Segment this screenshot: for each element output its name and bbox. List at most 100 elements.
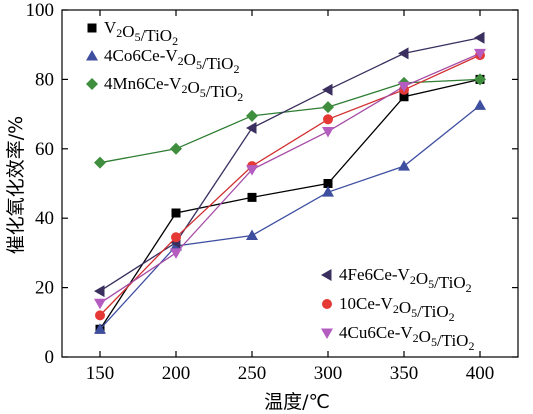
data-point bbox=[246, 121, 257, 134]
axes: 150 200 250 300 350 400 0 20 40 60 80 100 bbox=[26, 0, 519, 384]
legend-entry: V2O5/TiO2 bbox=[87, 18, 178, 48]
y-tick-label: 60 bbox=[35, 139, 54, 160]
legend-marker bbox=[321, 328, 333, 339]
series-3 bbox=[94, 31, 485, 298]
legend-entry: 4Mn6Ce-V2O5/TiO2 bbox=[86, 74, 243, 104]
plot-frame bbox=[61, 9, 519, 358]
x-tick-label: 350 bbox=[390, 363, 419, 384]
data-point bbox=[474, 48, 486, 60]
y-axis-title: 催化氧化效率/% bbox=[5, 116, 27, 254]
data-point bbox=[474, 31, 485, 44]
x-tick-label: 200 bbox=[162, 363, 191, 384]
legend-label-part: V bbox=[104, 18, 117, 37]
legend-label: 4Mn6Ce-V2O5/TiO2 bbox=[104, 74, 243, 104]
data-point bbox=[246, 229, 258, 241]
legend-label-part: 2 bbox=[237, 90, 243, 104]
legend: V2O5/TiO24Co6Ce-V2O5/TiO24Mn6Ce-V2O5/TiO… bbox=[86, 18, 474, 353]
legend-label-part: 5 bbox=[428, 277, 434, 291]
data-point bbox=[246, 165, 258, 176]
x-axis-title: 温度/℃ bbox=[264, 391, 330, 413]
legend-label-part: /TiO bbox=[141, 26, 173, 45]
series-line bbox=[99, 104, 481, 330]
legend-label-part: O bbox=[122, 22, 134, 41]
data-point bbox=[94, 323, 106, 334]
data-point bbox=[322, 83, 333, 96]
data-point bbox=[246, 109, 258, 122]
data-point bbox=[171, 232, 181, 243]
legend-entry: 4Cu6Ce-V2O5/TiO2 bbox=[321, 323, 474, 353]
legend-label-part: O bbox=[187, 78, 199, 97]
legend-entry: 4Co6Ce-V2O5/TiO2 bbox=[86, 46, 239, 76]
legend-marker bbox=[87, 23, 97, 33]
data-point bbox=[398, 81, 410, 93]
legend-label-part: O bbox=[419, 327, 431, 346]
data-point bbox=[398, 160, 410, 171]
series-2 bbox=[94, 73, 486, 169]
data-point bbox=[171, 208, 181, 218]
legend-label-part: 2 bbox=[181, 82, 187, 96]
x-tick-label: 250 bbox=[238, 363, 267, 384]
legend-entry: 4Fe6Ce-V2O5/TiO2 bbox=[321, 265, 472, 295]
legend-label-part: 2 bbox=[410, 273, 416, 287]
legend-label-part: /TiO bbox=[202, 54, 234, 73]
legend-label-part: 5 bbox=[431, 335, 437, 349]
x-tick-label: 300 bbox=[314, 363, 343, 384]
legend-marker bbox=[321, 269, 332, 281]
legend-label-part: 4Co6Ce-V bbox=[104, 46, 178, 65]
series-line bbox=[99, 78, 481, 164]
legend-marker bbox=[86, 78, 98, 90]
x-tick-label: 400 bbox=[466, 363, 495, 384]
data-point bbox=[323, 179, 333, 188]
data-point bbox=[322, 126, 334, 138]
legend-label-part: 2 bbox=[413, 331, 419, 345]
y-tick-label: 20 bbox=[35, 278, 54, 299]
legend-label-part: 2 bbox=[233, 62, 239, 76]
legend-label-part: 5 bbox=[200, 86, 206, 100]
legend-label-part: 4Mn6Ce-V bbox=[104, 74, 182, 93]
legend-entry: 10Ce-V2O5/TiO2 bbox=[322, 294, 455, 324]
data-point bbox=[94, 285, 105, 298]
legend-label-part: 2 bbox=[172, 34, 178, 48]
data-point bbox=[322, 186, 334, 197]
data-point bbox=[247, 192, 257, 202]
legend-label-part: O bbox=[184, 50, 196, 69]
series-line bbox=[99, 54, 481, 316]
series-line bbox=[99, 52, 481, 304]
legend-marker bbox=[322, 299, 332, 309]
data-point bbox=[474, 99, 486, 110]
series-layer bbox=[94, 31, 486, 334]
legend-label-part: 2 bbox=[116, 26, 122, 40]
legend-label: 10Ce-V2O5/TiO2 bbox=[339, 294, 455, 324]
legend-label-part: 2 bbox=[393, 302, 399, 316]
series-0 bbox=[95, 74, 485, 334]
legend-label-part: 4Cu6Ce-V bbox=[339, 323, 413, 342]
legend-label-part: 2 bbox=[178, 54, 184, 68]
legend-label-part: 10Ce-V bbox=[339, 294, 394, 313]
data-point bbox=[474, 73, 486, 86]
y-tick-label: 0 bbox=[45, 347, 55, 368]
data-point bbox=[170, 142, 182, 155]
y-tick-label: 80 bbox=[35, 69, 54, 90]
legend-label: 4Co6Ce-V2O5/TiO2 bbox=[104, 46, 239, 76]
series-line bbox=[99, 78, 481, 330]
y-tick-label: 100 bbox=[26, 0, 55, 21]
data-point bbox=[323, 114, 333, 125]
legend-label-part: /TiO bbox=[434, 273, 466, 292]
data-point bbox=[322, 101, 334, 114]
x-tick-label: 150 bbox=[86, 363, 115, 384]
legend-label-part: /TiO bbox=[417, 302, 449, 321]
legend-label-part: 2 bbox=[466, 281, 472, 295]
data-point bbox=[94, 156, 106, 169]
data-point bbox=[170, 248, 182, 259]
legend-label-part: O bbox=[416, 269, 428, 288]
data-point bbox=[95, 310, 105, 321]
data-point bbox=[398, 47, 409, 60]
series-1 bbox=[94, 99, 486, 334]
legend-label: 4Fe6Ce-V2O5/TiO2 bbox=[339, 265, 472, 295]
legend-label-part: 5 bbox=[196, 58, 202, 72]
legend-label-part: 2 bbox=[449, 310, 455, 324]
data-point bbox=[399, 92, 409, 102]
legend-label: 4Cu6Ce-V2O5/TiO2 bbox=[339, 323, 474, 353]
legend-label-part: O bbox=[399, 298, 411, 317]
